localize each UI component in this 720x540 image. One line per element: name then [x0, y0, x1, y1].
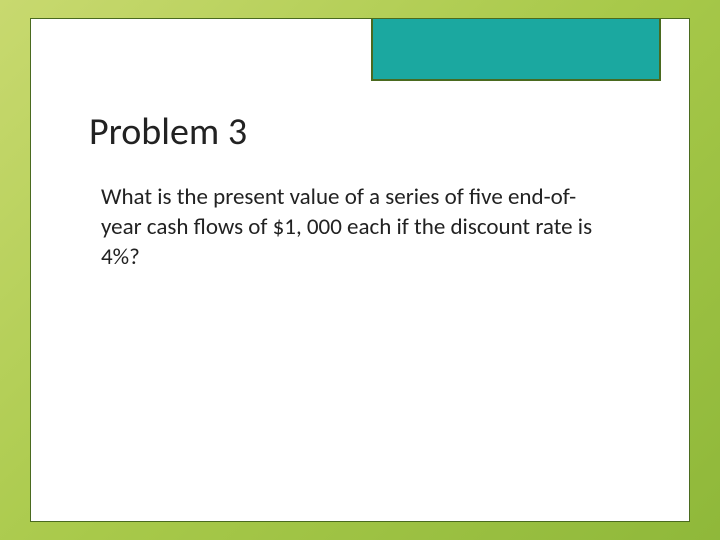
slide-frame: Problem 3 What is the present value of a… — [30, 18, 690, 522]
slide-content: Problem 3 What is the present value of a… — [89, 109, 631, 273]
slide-body: What is the present value of a series of… — [89, 183, 609, 273]
accent-box — [371, 19, 661, 81]
slide-title: Problem 3 — [89, 109, 631, 155]
